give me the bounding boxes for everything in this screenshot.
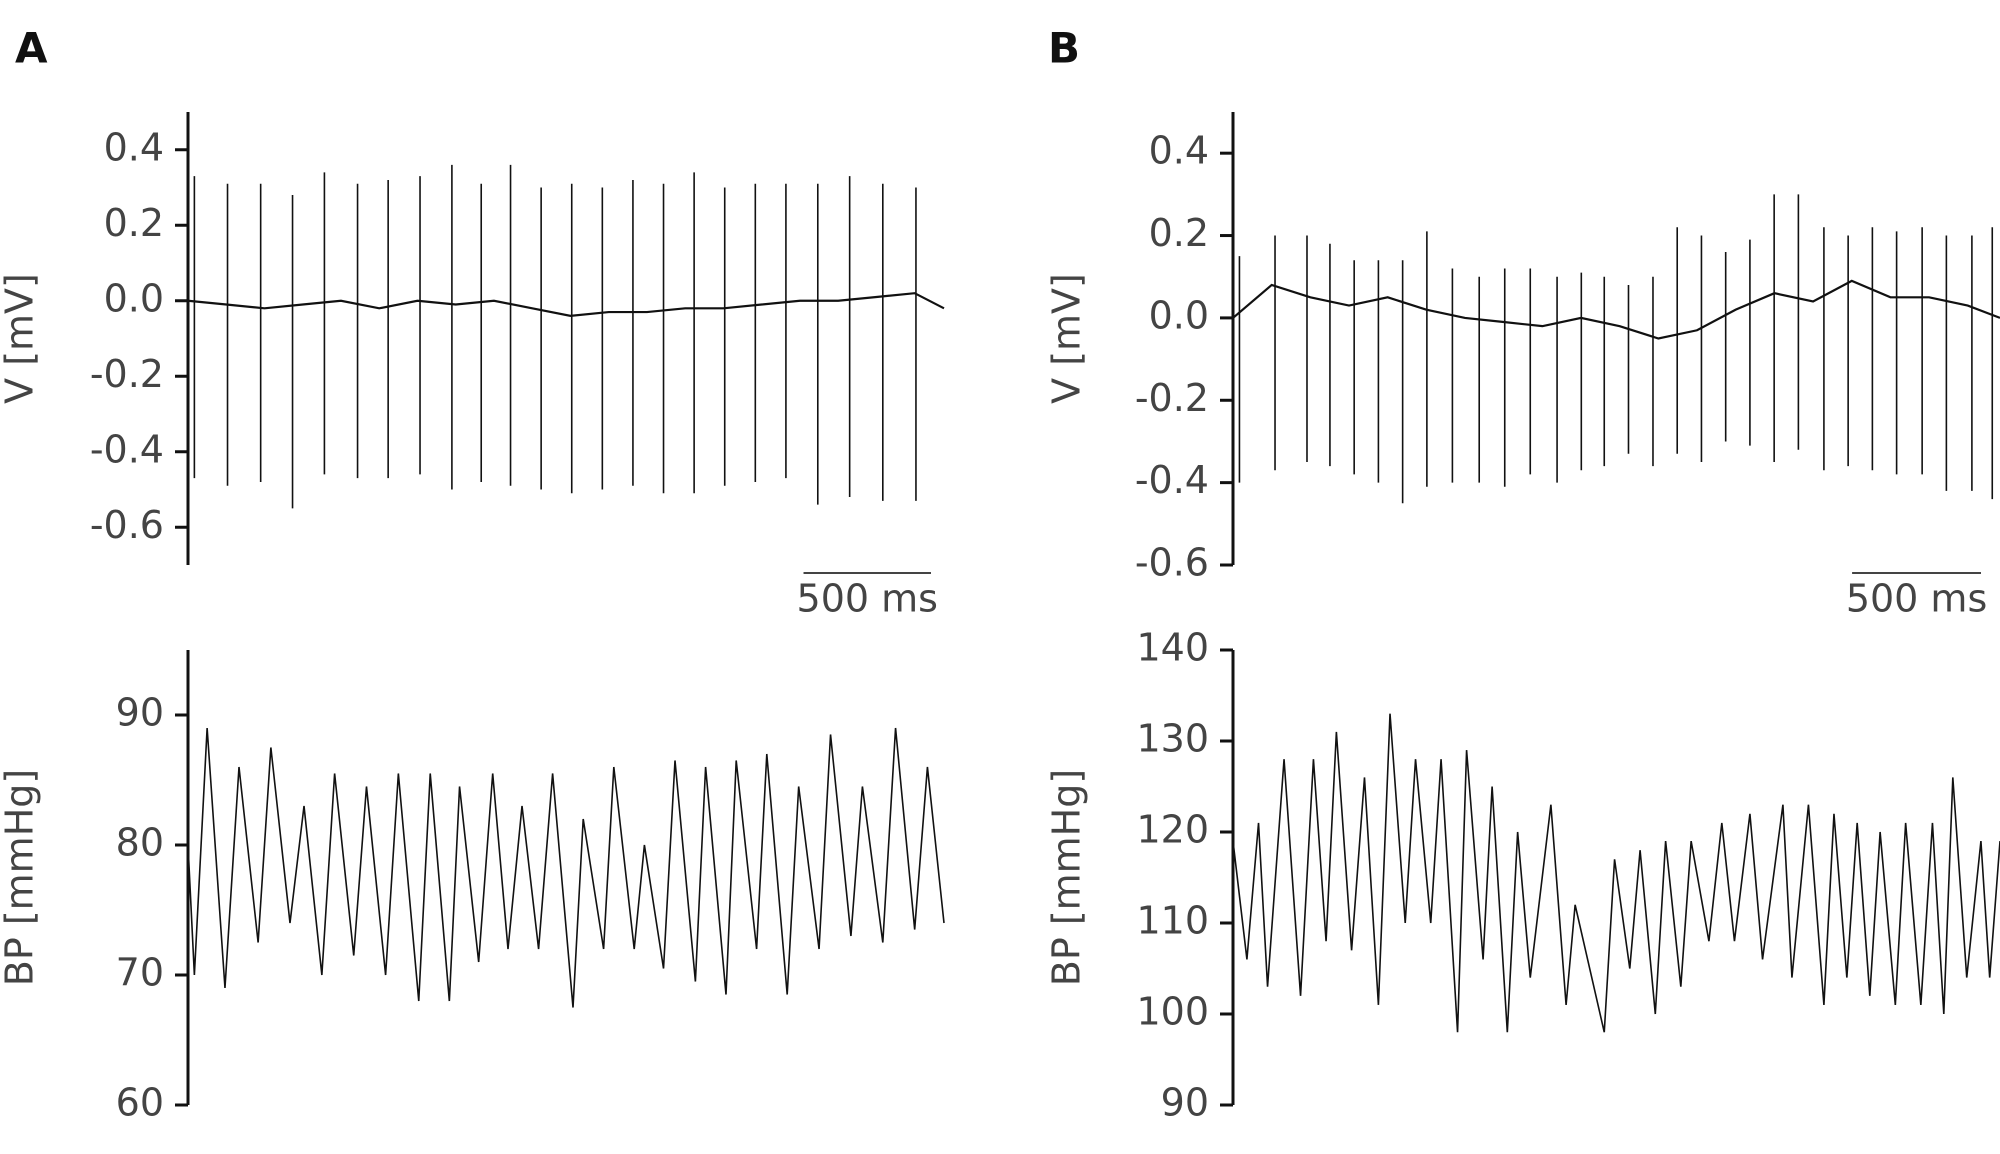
baseline-trace	[187, 292, 945, 317]
scale-bar-label: 500 ms	[797, 577, 938, 621]
y-tick-label: 140	[1136, 626, 1209, 670]
y-tick-label: -0.4	[90, 427, 164, 471]
y-tick-label: 0.0	[1149, 293, 1209, 337]
y-tick-label: 120	[1136, 808, 1209, 852]
y-tick-label: -0.2	[1135, 376, 1209, 420]
y-tick-label: -0.2	[90, 352, 164, 396]
y-tick-label: 0.2	[104, 201, 164, 245]
y-axis-label: V [mV]	[1045, 273, 1089, 404]
y-tick-label: -0.6	[90, 503, 164, 547]
y-tick-label: 90	[1161, 1081, 1209, 1125]
y-tick-label: 0.4	[1149, 129, 1209, 173]
y-tick-label: 70	[116, 951, 164, 995]
y-tick-label: 0.0	[104, 276, 164, 320]
y-tick-label: 130	[1136, 717, 1209, 761]
y-tick-label: 110	[1136, 899, 1209, 943]
y-tick-label: 0.2	[1149, 211, 1209, 255]
bp-trace	[1232, 713, 2000, 1033]
y-tick-label: 100	[1136, 990, 1209, 1034]
y-tick-label: 90	[116, 691, 164, 735]
y-axis-label: V [mV]	[0, 273, 42, 404]
y-tick-label: -0.6	[1135, 541, 1209, 585]
y-axis-label: BP [mmHg]	[0, 769, 42, 986]
panel-label: A	[15, 24, 48, 73]
y-tick-label: 60	[116, 1081, 164, 1125]
y-axis-label: BP [mmHg]	[1045, 769, 1089, 986]
y-tick-label: -0.4	[1135, 458, 1209, 502]
scale-bar-label: 500 ms	[1846, 577, 1987, 621]
baseline-trace	[1232, 279, 2000, 340]
panel-label: B	[1048, 24, 1080, 73]
y-tick-label: 80	[116, 821, 164, 865]
y-tick-label: 0.4	[104, 125, 164, 169]
bp-trace	[187, 727, 945, 1008]
